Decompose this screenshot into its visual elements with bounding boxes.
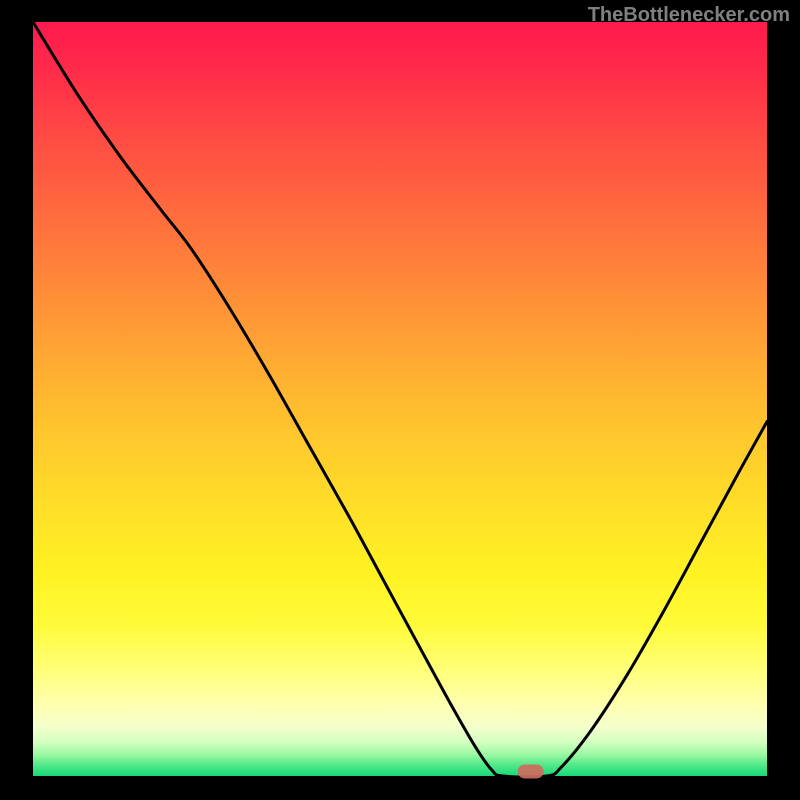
bottleneck-chart-svg bbox=[0, 0, 800, 800]
chart-stage: TheBottlenecker.com bbox=[0, 0, 800, 800]
plot-area-background bbox=[33, 22, 767, 776]
optimal-marker bbox=[518, 764, 544, 778]
